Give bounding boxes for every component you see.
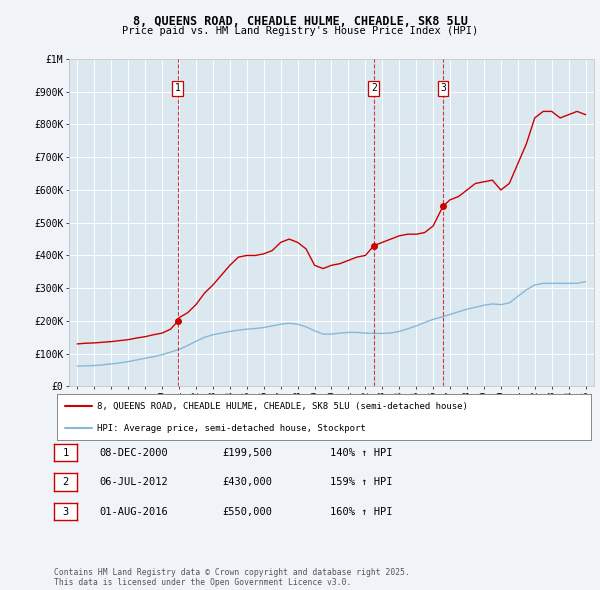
Text: 8, QUEENS ROAD, CHEADLE HULME, CHEADLE, SK8 5LU (semi-detached house): 8, QUEENS ROAD, CHEADLE HULME, CHEADLE, … bbox=[97, 402, 468, 411]
Text: 140% ↑ HPI: 140% ↑ HPI bbox=[330, 448, 392, 457]
Text: £430,000: £430,000 bbox=[222, 477, 272, 487]
Text: Contains HM Land Registry data © Crown copyright and database right 2025.
This d: Contains HM Land Registry data © Crown c… bbox=[54, 568, 410, 587]
Text: 159% ↑ HPI: 159% ↑ HPI bbox=[330, 477, 392, 487]
Text: HPI: Average price, semi-detached house, Stockport: HPI: Average price, semi-detached house,… bbox=[97, 424, 366, 432]
Text: 2: 2 bbox=[62, 477, 68, 487]
Text: 3: 3 bbox=[440, 83, 446, 93]
Text: 160% ↑ HPI: 160% ↑ HPI bbox=[330, 507, 392, 516]
Text: 08-DEC-2000: 08-DEC-2000 bbox=[99, 448, 168, 457]
Text: 06-JUL-2012: 06-JUL-2012 bbox=[99, 477, 168, 487]
Text: 1: 1 bbox=[62, 448, 68, 457]
Text: £199,500: £199,500 bbox=[222, 448, 272, 457]
Text: 01-AUG-2016: 01-AUG-2016 bbox=[99, 507, 168, 516]
Text: 1: 1 bbox=[175, 83, 181, 93]
Text: 3: 3 bbox=[62, 507, 68, 516]
Text: £550,000: £550,000 bbox=[222, 507, 272, 516]
Text: Price paid vs. HM Land Registry's House Price Index (HPI): Price paid vs. HM Land Registry's House … bbox=[122, 26, 478, 36]
Text: 8, QUEENS ROAD, CHEADLE HULME, CHEADLE, SK8 5LU: 8, QUEENS ROAD, CHEADLE HULME, CHEADLE, … bbox=[133, 15, 467, 28]
Text: 2: 2 bbox=[371, 83, 377, 93]
